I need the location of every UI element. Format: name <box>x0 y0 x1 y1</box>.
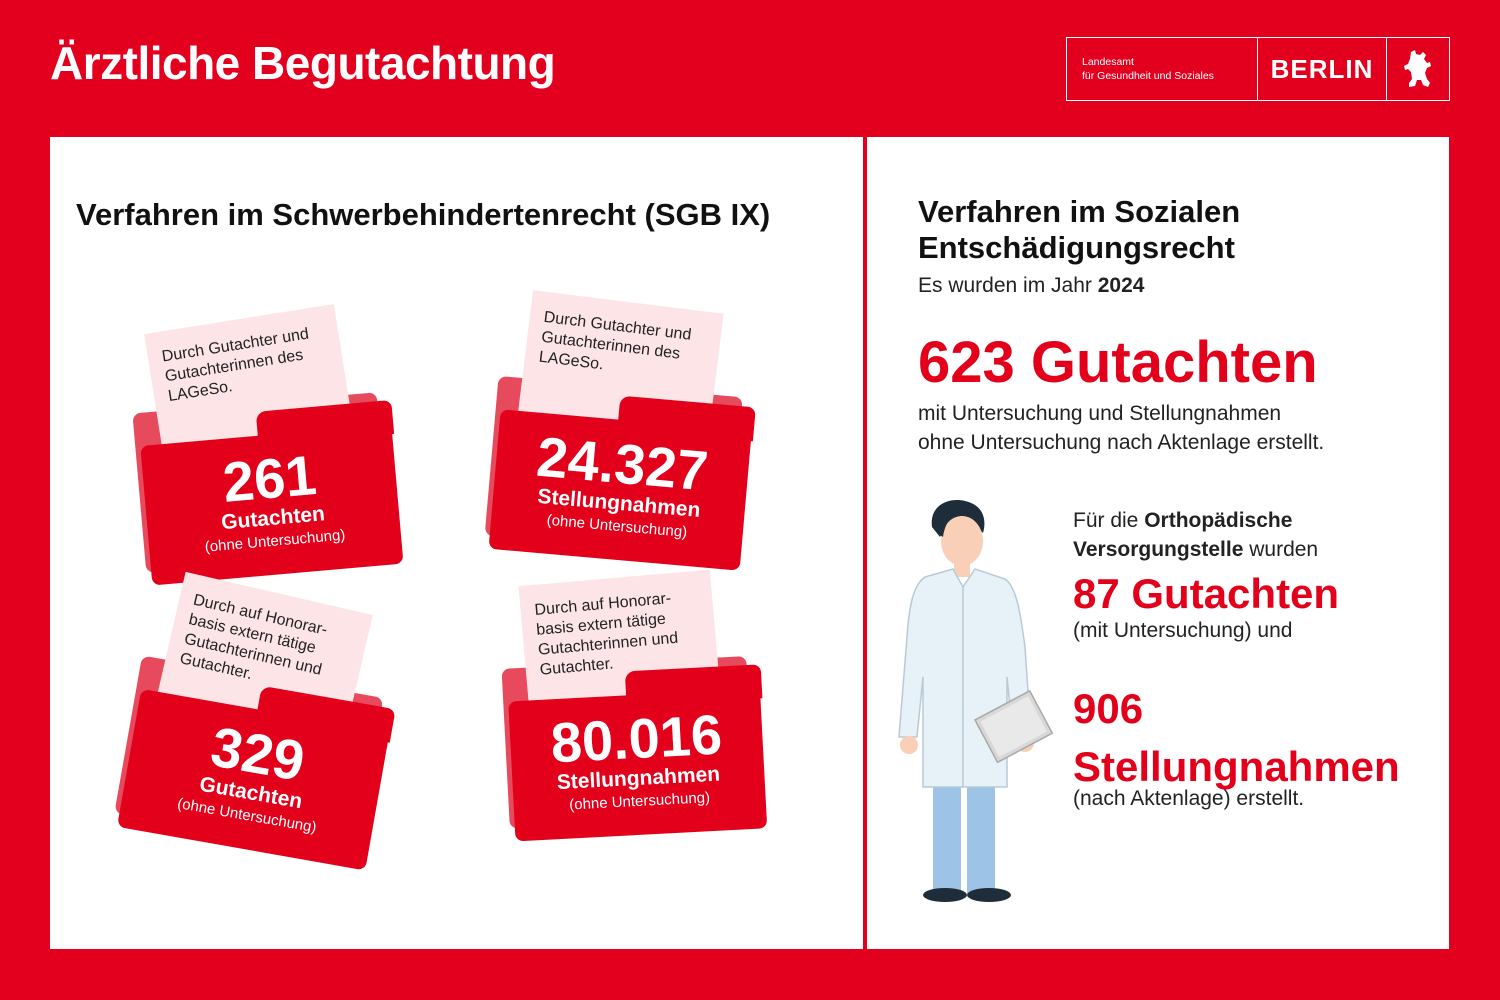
desc-line1: mit Untersuchung und Stellungnahmen <box>918 402 1282 425</box>
ortho-bold2: Versorgungstelle <box>1073 538 1244 561</box>
right-heading-line2: Entschädigungsrecht <box>918 230 1235 265</box>
panel-sgb-ix: Verfahren im Schwerbehindertenrecht (SGB… <box>50 137 863 949</box>
ortho-text: Für die Orthopädische Versorgungstelle w… <box>1073 506 1318 564</box>
folder-front: 80.016 Stellungnahmen (ohne Untersuchung… <box>508 688 768 842</box>
ortho-post: wurden <box>1243 538 1319 561</box>
folder-card: Durch auf Honorar-basis extern tätige Gu… <box>497 569 773 893</box>
logo-authority: Landesamt für Gesundheit und Soziales <box>1067 38 1258 100</box>
stat1-number: 87 Gutachten <box>1073 570 1340 617</box>
page-title: Ärztliche Begutachtung <box>50 37 556 89</box>
stat2-text: (nach Aktenlage) erstellt. <box>1073 787 1305 810</box>
panel-ser: Verfahren im Sozialen Entschädigungsrech… <box>867 137 1449 949</box>
folder-front: 24.327 Stellungnahmen (ohne Untersuchung… <box>488 409 752 571</box>
big-number: 623 Gutachten <box>918 330 1318 395</box>
stat2-number: 906 Stellungnahmen <box>1073 680 1400 796</box>
big-number-description: mit Untersuchung und Stellungnahmen ohne… <box>918 399 1324 457</box>
logo-city: BERLIN <box>1258 38 1387 100</box>
ortho-pre: Für die <box>1073 509 1145 532</box>
berlin-logo: Landesamt für Gesundheit und Soziales BE… <box>1066 37 1450 101</box>
year-value: 2024 <box>1097 274 1145 297</box>
stat1-text: (mit Untersuchung) und <box>1073 619 1293 642</box>
left-heading: Verfahren im Schwerbehindertenrecht (SGB… <box>76 197 771 232</box>
logo-line1: Landesamt <box>1082 56 1134 68</box>
doctor-illustration <box>898 500 1054 902</box>
desc-line2: ohne Untersuchung nach Aktenlage erstell… <box>918 431 1325 454</box>
logo-line2: für Gesundheit und Soziales <box>1082 70 1214 82</box>
folder-front: 261 Gutachten (ohne Untersuchung) <box>140 424 404 586</box>
right-heading-line1: Verfahren im Sozialen <box>918 194 1241 229</box>
folder-front: 329 Gutachten (ohne Untersuchung) <box>117 688 390 871</box>
right-heading: Verfahren im Sozialen Entschädigungsrech… <box>918 194 1240 266</box>
folder-card: Durch auf Honorar-basis extern tätige Gu… <box>103 571 413 922</box>
berlin-bear-icon <box>1387 38 1449 100</box>
stat2-unit: Stellungnahmen <box>1073 743 1400 790</box>
ortho-bold1: Orthopädische <box>1144 509 1293 532</box>
stat2-value: 906 <box>1073 685 1144 732</box>
intro-label: Es wurden im Jahr <box>918 274 1098 297</box>
intro-text: Es wurden im Jahr 2024 <box>918 274 1144 298</box>
